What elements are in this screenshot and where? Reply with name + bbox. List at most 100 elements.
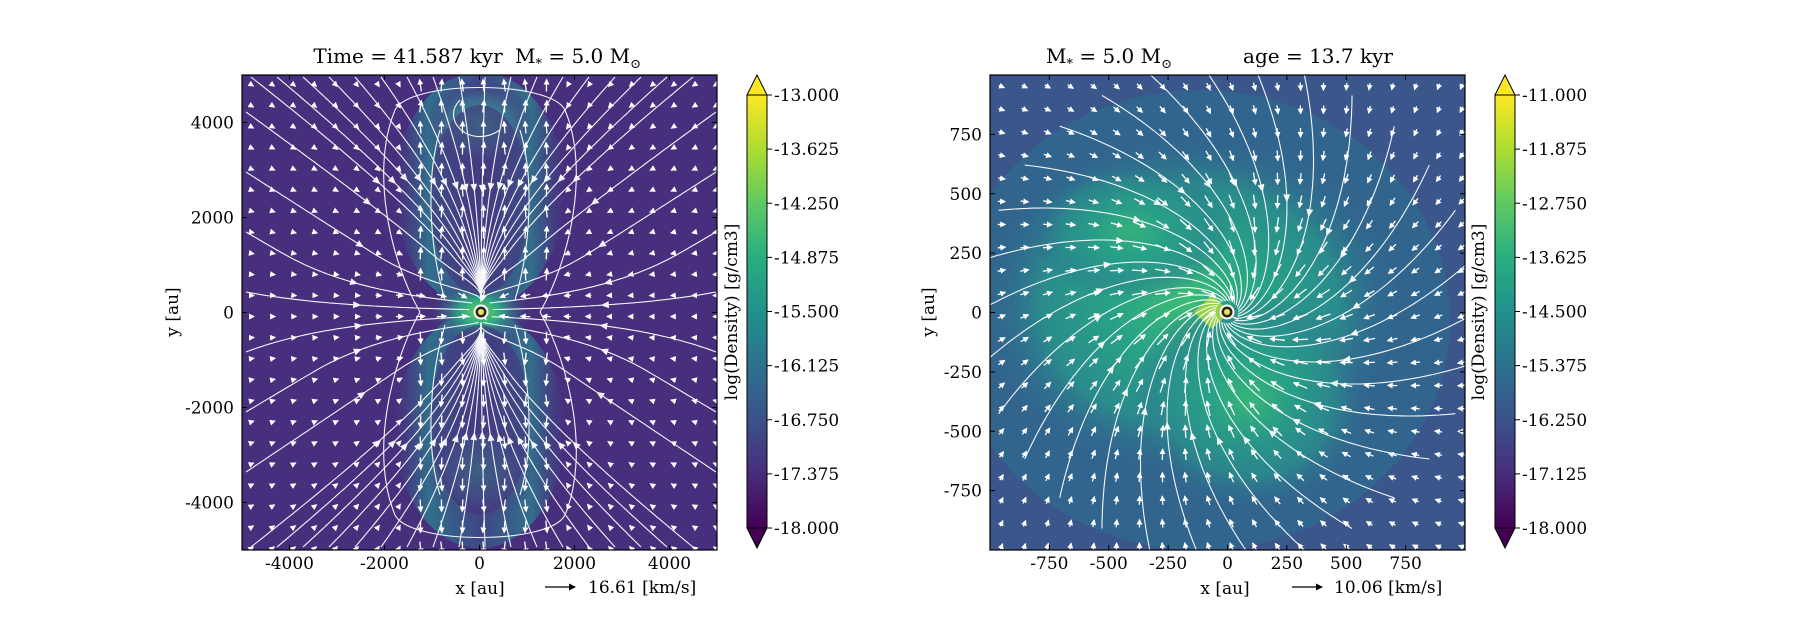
velocity-arrow xyxy=(546,122,547,134)
velocity-arrow xyxy=(546,269,547,281)
velocity-arrow xyxy=(1185,425,1186,438)
velocity-arrow xyxy=(650,358,654,359)
velocity-arrow xyxy=(521,316,531,317)
velocity-arrow xyxy=(1323,128,1324,137)
velocity-arrow xyxy=(251,211,254,212)
velocity-arrow xyxy=(1116,520,1117,528)
left-central-star xyxy=(475,306,488,319)
velocity-arrow xyxy=(713,190,715,191)
velocity-arrow xyxy=(671,379,674,380)
y-tick-label: 0 xyxy=(971,304,982,324)
velocity-arrow xyxy=(272,400,275,401)
velocity-arrow xyxy=(628,274,632,275)
velocity-arrow xyxy=(998,247,1006,248)
x-tick-label: 0 xyxy=(474,554,485,574)
velocity-arrow xyxy=(272,253,275,254)
velocity-arrow xyxy=(586,295,592,296)
velocity-arrow xyxy=(293,253,296,254)
velocity-arrow xyxy=(607,337,612,338)
colorbar-tick-label: -14.500 xyxy=(1522,303,1587,323)
velocity-arrow xyxy=(671,358,674,359)
velocity-arrow xyxy=(483,437,484,449)
left-vector-key: 16.61 [km/s] xyxy=(545,578,696,598)
velocity-arrow xyxy=(1132,270,1147,271)
velocity-arrow xyxy=(692,379,695,380)
velocity-arrow xyxy=(713,148,715,149)
velocity-arrow xyxy=(355,337,360,338)
y-tick-label: 250 xyxy=(950,244,982,264)
left-title-time: Time = 41.587 kyr xyxy=(313,44,503,68)
right-colorbar-label: log(Density) [g/cm3] xyxy=(1469,224,1489,401)
y-tick-label: 2000 xyxy=(191,209,234,229)
velocity-arrow xyxy=(251,400,254,401)
velocity-arrow xyxy=(420,437,421,449)
colorbar-tick-label: -15.500 xyxy=(774,303,839,323)
colorbar-tick-label: -13.000 xyxy=(774,86,839,106)
velocity-arrow xyxy=(462,500,463,512)
velocity-arrow xyxy=(272,421,275,422)
colorbar-tick-label: -12.750 xyxy=(1522,194,1587,214)
velocity-arrow xyxy=(1208,355,1209,370)
x-tick-label: 750 xyxy=(1389,554,1421,574)
velocity-arrow xyxy=(334,274,338,275)
velocity-arrow xyxy=(504,521,505,533)
mass-value: = 5.0 M xyxy=(1073,44,1161,68)
velocity-arrow xyxy=(420,164,421,176)
velocity-arrow xyxy=(713,400,716,401)
velocity-arrow xyxy=(713,211,716,212)
velocity-arrow xyxy=(713,379,716,380)
colorbar-tick-label: -14.875 xyxy=(774,248,839,268)
velocity-arrow xyxy=(1043,224,1052,225)
velocity-arrow xyxy=(462,269,463,281)
right-title-mass: M* = 5.0 M⊙ xyxy=(1046,44,1172,72)
right-title-age: age = 13.7 kyr xyxy=(1243,44,1393,68)
left-y-axis-label: y [au] xyxy=(163,287,183,337)
velocity-arrow xyxy=(483,416,484,428)
velocity-arrow xyxy=(272,379,275,380)
right-central-star xyxy=(1221,306,1234,319)
velocity-arrow xyxy=(629,358,633,359)
left-title-mass: M* = 5.0 M⊙ xyxy=(515,44,641,72)
y-tick-label: 4000 xyxy=(191,114,234,134)
colorbar-tick-label: -13.625 xyxy=(1522,248,1587,268)
colorbar-tick-label: -18.000 xyxy=(774,519,839,539)
colorbar-tick-label: -16.125 xyxy=(774,357,839,377)
velocity-arrow xyxy=(462,332,463,344)
y-tick-label: 750 xyxy=(950,125,982,145)
x-tick-label: -4000 xyxy=(265,554,314,574)
right-y-axis-label: y [au] xyxy=(919,287,939,337)
velocity-arrow xyxy=(314,379,317,380)
colorbar-tick-label: -11.875 xyxy=(1522,140,1587,160)
colorbar-tick-label: -15.375 xyxy=(1522,357,1587,377)
velocity-arrow xyxy=(504,479,505,491)
x-tick-label: 0 xyxy=(1222,554,1233,574)
right-vector-key-label: 10.06 [km/s] xyxy=(1334,578,1442,598)
velocity-arrow xyxy=(650,274,654,275)
velocity-arrow xyxy=(1277,150,1278,160)
velocity-arrow xyxy=(1162,496,1163,505)
left-x-axis-label: x [au] xyxy=(455,579,504,599)
velocity-arrow xyxy=(441,374,442,386)
velocity-arrow xyxy=(1346,83,1347,90)
velocity-arrow xyxy=(671,400,674,401)
velocity-arrow xyxy=(314,253,318,254)
colorbar-tick-label: -14.250 xyxy=(774,194,839,214)
velocity-arrow xyxy=(713,421,715,422)
velocity-arrow xyxy=(462,101,463,113)
right-x-axis-label: x [au] xyxy=(1200,579,1249,599)
colorbar-tick-label: -17.125 xyxy=(1522,465,1587,485)
velocity-arrow xyxy=(1139,473,1140,482)
velocity-arrow xyxy=(1364,385,1374,386)
x-tick-label: -750 xyxy=(1030,554,1068,574)
velocity-arrow xyxy=(1411,408,1419,409)
velocity-arrow xyxy=(420,395,421,407)
right-density-map xyxy=(950,75,1465,550)
velocity-arrow xyxy=(713,169,715,170)
velocity-arrow xyxy=(607,274,612,275)
velocity-arrow xyxy=(692,253,695,254)
velocity-arrow xyxy=(376,295,382,296)
colorbar-tick-label: -17.375 xyxy=(774,465,839,485)
velocity-arrow xyxy=(1021,201,1029,202)
velocity-arrow xyxy=(692,190,695,191)
